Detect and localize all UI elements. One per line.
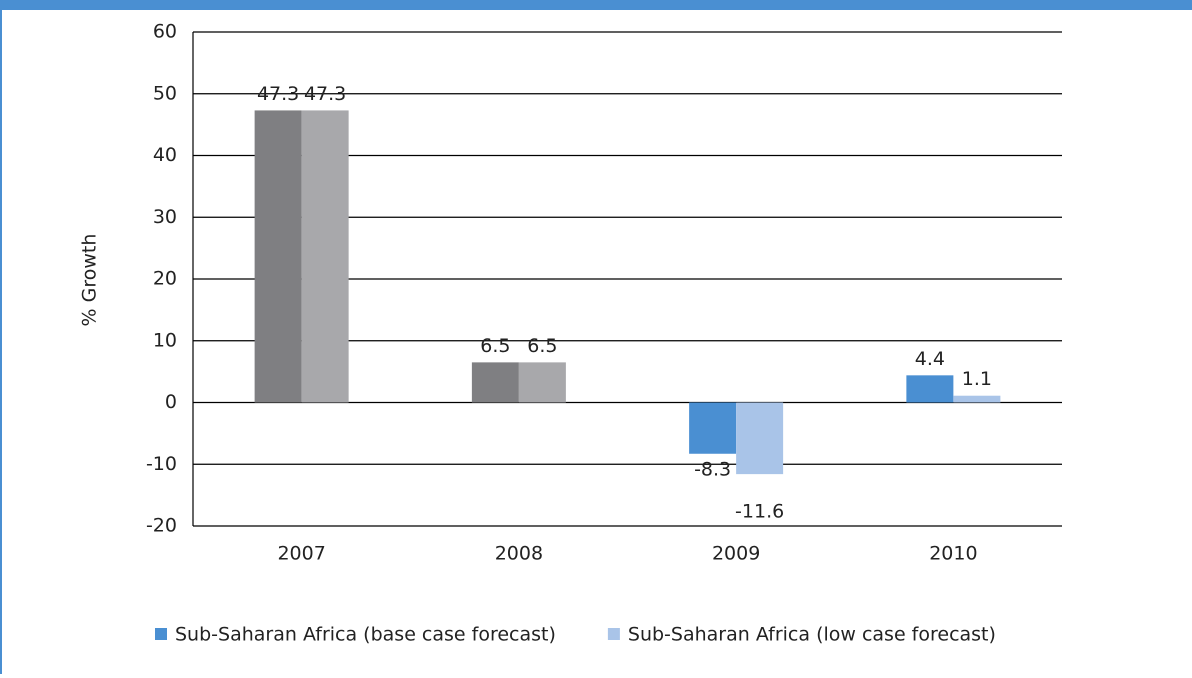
y-tick-label: 50 [153, 82, 177, 104]
bar [254, 110, 302, 403]
header-bar [0, 0, 1192, 10]
value-label: -8.3 [694, 458, 731, 480]
legend-swatch [155, 628, 167, 640]
bar [689, 402, 737, 454]
value-label: 6.5 [527, 335, 557, 357]
y-tick-label: 10 [153, 329, 177, 351]
value-label: 1.1 [962, 368, 992, 390]
y-axis-label: % Growth [79, 234, 101, 327]
y-tick-label: 30 [153, 206, 177, 228]
bar [301, 110, 349, 403]
y-tick-label: 40 [153, 144, 177, 166]
value-label: 6.5 [480, 335, 510, 357]
value-label: 47.3 [304, 83, 346, 105]
x-tick-label: 2007 [277, 543, 325, 565]
y-tick-label: 0 [165, 391, 177, 413]
bar [906, 375, 954, 403]
x-tick-label: 2008 [495, 543, 543, 565]
legend-label: Sub-Saharan Africa (low case forecast) [628, 624, 996, 646]
x-tick-label: 2010 [929, 543, 977, 565]
y-tick-label: 60 [153, 21, 177, 43]
value-label: -11.6 [735, 501, 784, 523]
legend-label: Sub-Saharan Africa (base case forecast) [175, 624, 556, 646]
value-label: 47.3 [257, 83, 299, 105]
y-tick-label: 20 [153, 268, 177, 290]
y-tick-label: -20 [146, 515, 177, 537]
x-tick-label: 2009 [712, 543, 760, 565]
legend-swatch [607, 628, 620, 640]
value-label: 4.4 [915, 348, 945, 370]
bar [518, 362, 566, 403]
bar [736, 402, 784, 475]
y-tick-label: -10 [146, 453, 177, 475]
bar [471, 362, 519, 403]
bar [953, 395, 1001, 403]
